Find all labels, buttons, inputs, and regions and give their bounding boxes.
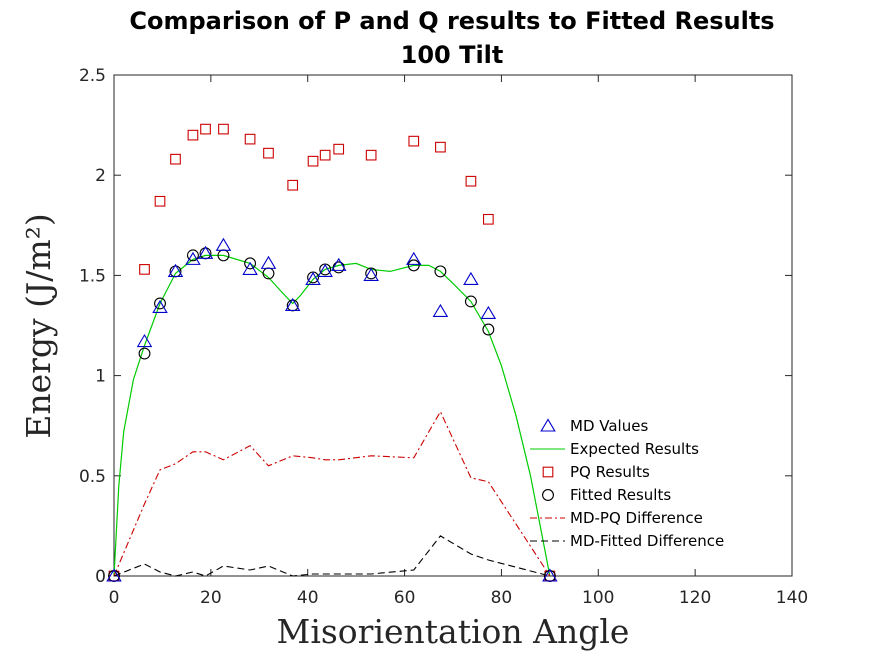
plot-area bbox=[113, 74, 793, 577]
md-values-point bbox=[480, 305, 497, 320]
fitted-results-point bbox=[482, 323, 495, 336]
md-values-point bbox=[167, 263, 184, 277]
pq-results-point bbox=[139, 264, 150, 275]
md-values-point bbox=[136, 333, 153, 348]
md-values-point bbox=[363, 267, 379, 281]
y-tick-label: 1.5 bbox=[79, 266, 106, 286]
md-values-point bbox=[260, 255, 277, 269]
y-tick-label: 1 bbox=[95, 367, 106, 387]
legend-swatch-fitted-results bbox=[542, 489, 554, 501]
x-tick-label: 0 bbox=[109, 588, 120, 608]
md-values-point bbox=[185, 251, 201, 265]
legend-label: Fitted Results bbox=[570, 486, 671, 504]
md-values-point bbox=[197, 245, 214, 259]
md-values-point bbox=[215, 237, 232, 251]
md-values-point bbox=[284, 297, 301, 312]
pq-results-point bbox=[333, 143, 345, 155]
md-values-point bbox=[152, 299, 168, 314]
md-values-point bbox=[432, 303, 449, 318]
legend-label: MD-PQ Difference bbox=[570, 509, 703, 527]
x-tick-label: 140 bbox=[776, 588, 808, 608]
legend-label: Expected Results bbox=[570, 440, 699, 458]
series-layer bbox=[106, 123, 558, 582]
fitted-results-point bbox=[407, 259, 420, 272]
md-values-point bbox=[406, 251, 422, 265]
chart-title-line2: 100 Tilt bbox=[401, 41, 504, 69]
fitted-results-point bbox=[154, 297, 166, 310]
x-tick-label: 20 bbox=[200, 588, 222, 608]
pq-results-point bbox=[200, 123, 211, 135]
legend-label: MD-Fitted Difference bbox=[570, 532, 724, 550]
legend-label: MD Values bbox=[570, 417, 648, 435]
pq-results-point bbox=[218, 123, 229, 135]
y-axis: 0 0.5 1 1.5 2 2.5 bbox=[79, 66, 792, 587]
pq-results-point bbox=[287, 179, 299, 191]
x-tick-label: 40 bbox=[297, 588, 319, 608]
pq-results-point bbox=[263, 147, 274, 159]
md-values-point bbox=[317, 263, 333, 277]
pq-results-point bbox=[154, 195, 166, 207]
chart-title-line1: Comparison of P and Q results to Fitted … bbox=[129, 7, 774, 35]
fitted-results-point bbox=[186, 249, 199, 262]
fitted-results-point bbox=[464, 295, 477, 308]
md-values-point bbox=[330, 257, 347, 271]
pq-results-point bbox=[187, 129, 199, 141]
y-tick-label: 2 bbox=[95, 166, 106, 186]
pq-results-point bbox=[435, 141, 446, 153]
legend-swatch-md-values bbox=[540, 418, 556, 432]
pq-results-point bbox=[307, 155, 319, 167]
y-axis-label: Energy (J/m²) bbox=[19, 213, 58, 439]
legend-label: PQ Results bbox=[570, 463, 650, 481]
pq-results-point bbox=[319, 149, 331, 161]
pq-results-point bbox=[170, 153, 181, 165]
pq-results-point bbox=[244, 133, 256, 145]
pq-results-point bbox=[483, 213, 494, 225]
md-values-point bbox=[305, 271, 321, 285]
md-values-point bbox=[463, 271, 479, 285]
pq-results-point bbox=[465, 175, 477, 187]
fitted-results-point bbox=[434, 265, 447, 278]
x-tick-label: 100 bbox=[582, 588, 614, 608]
x-tick-label: 80 bbox=[491, 588, 513, 608]
pq-results-point bbox=[365, 149, 377, 161]
md-values-point bbox=[242, 261, 258, 275]
x-tick-label: 120 bbox=[679, 588, 711, 608]
fitted-results-point bbox=[138, 347, 151, 360]
x-axis: 0 20 40 60 80 100 120 140 bbox=[109, 75, 808, 608]
legend-swatch-pq-results bbox=[542, 466, 554, 478]
y-tick-label: 0.5 bbox=[79, 467, 106, 487]
legend: MD Values Expected Results PQ Results Fitte… bbox=[530, 417, 724, 550]
y-tick-label: 2.5 bbox=[79, 66, 106, 86]
md-fitted-difference-line bbox=[113, 535, 551, 577]
md-values-point bbox=[106, 568, 122, 582]
x-axis-label: Misorientation Angle bbox=[277, 612, 630, 651]
pq-results-point bbox=[408, 135, 420, 147]
y-tick-label: 0 bbox=[95, 567, 106, 587]
md-values-point bbox=[542, 568, 558, 582]
x-tick-label: 60 bbox=[394, 588, 416, 608]
fitted-results-point bbox=[244, 257, 257, 270]
